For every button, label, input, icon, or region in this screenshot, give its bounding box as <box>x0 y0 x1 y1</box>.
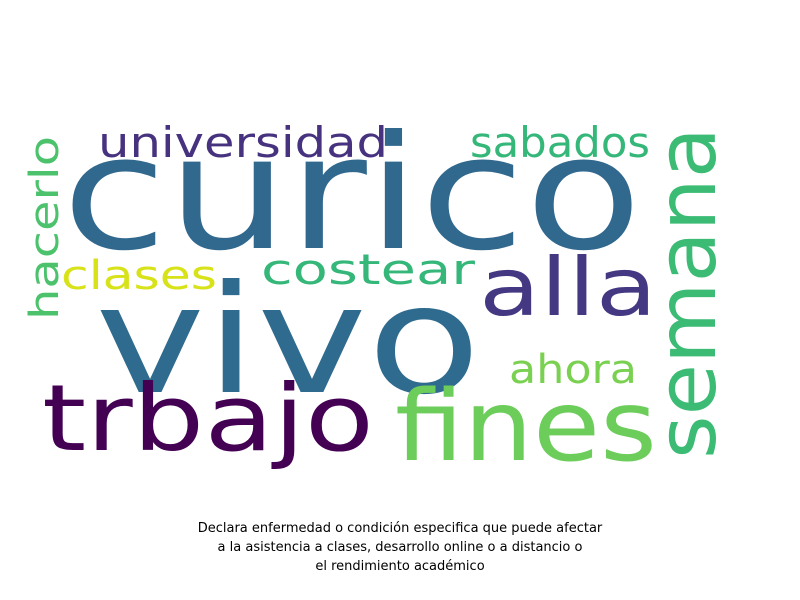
word-ahora: ahora <box>509 347 637 393</box>
word-curico: curico <box>62 102 642 286</box>
word-hacerlo: hacerlo <box>22 136 68 320</box>
word-vivo: vivo <box>95 254 481 428</box>
word-trbajo: trbajo <box>42 365 374 472</box>
word-sabados: sabados <box>470 118 650 167</box>
caption-line-3: el rendimiento académico <box>315 559 485 574</box>
word-clases: clases <box>61 253 217 299</box>
caption-line-2: a la asistencia a clases, desarrollo onl… <box>217 540 583 555</box>
caption-line-1: Declara enfermedad o condición especific… <box>197 521 603 536</box>
word-fines: fines <box>395 370 657 484</box>
word-universidad: universidad <box>98 118 388 167</box>
word-alla: alla <box>479 241 657 334</box>
word-semana: semana <box>640 127 735 459</box>
caption: Declara enfermedad o condición especific… <box>100 519 700 576</box>
word-costear: costear <box>261 245 476 294</box>
